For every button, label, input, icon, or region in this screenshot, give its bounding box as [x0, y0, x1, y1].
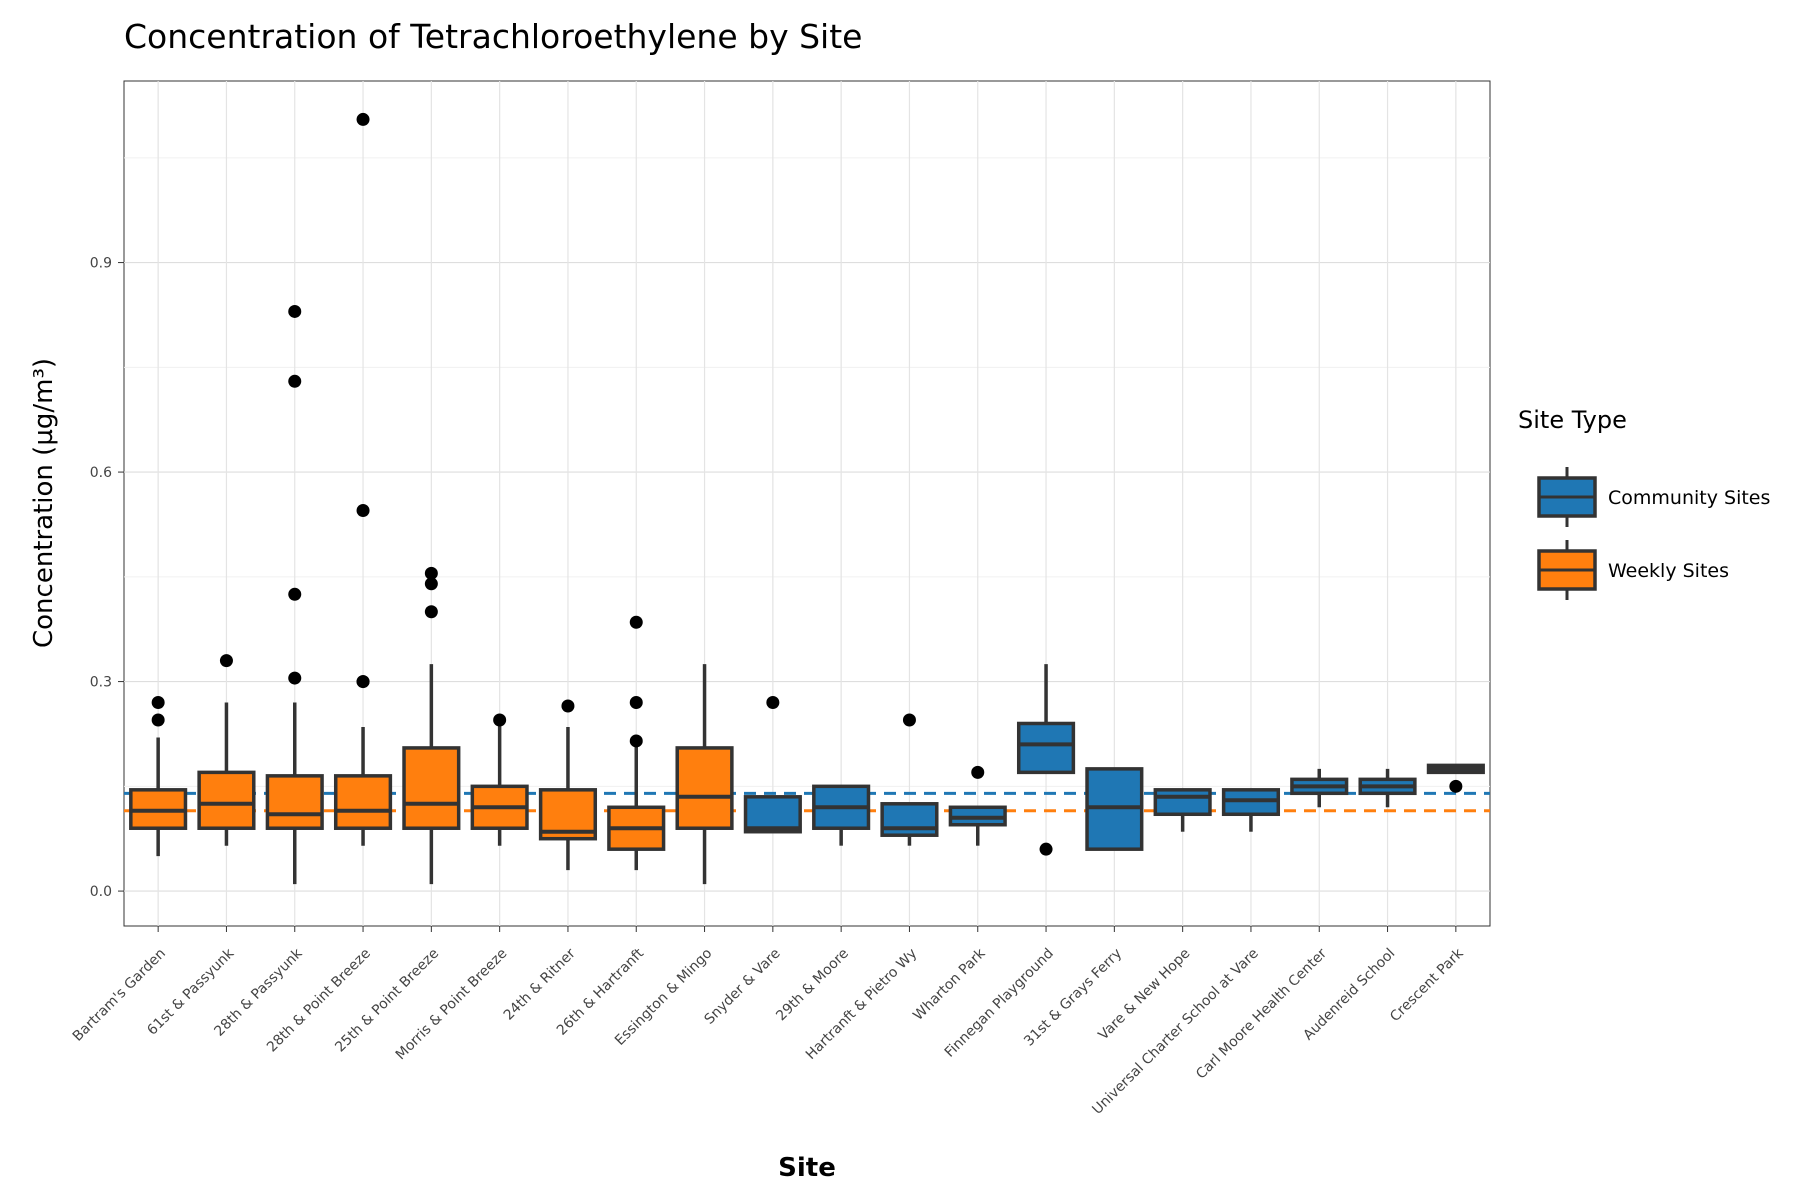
y-tick-label: 0.6	[90, 465, 112, 481]
box-19	[1426, 763, 1485, 793]
y-axis-label: Concentration (µg/m³)	[29, 358, 59, 648]
box-body	[265, 774, 324, 830]
outlier-point	[219, 654, 233, 668]
box-2	[265, 304, 324, 885]
outlier-point	[971, 765, 985, 779]
outlier-point	[493, 713, 507, 727]
box-15	[1153, 788, 1212, 832]
legend-item-0: Community Sites	[1537, 467, 1770, 527]
x-tick-label: 24th & Ritner	[501, 945, 579, 1023]
box-body	[1016, 721, 1076, 775]
box-body	[197, 770, 256, 830]
outlier-point	[424, 605, 438, 619]
outlier-point	[629, 696, 643, 710]
outlier-point	[1449, 779, 1463, 793]
box-17	[1290, 768, 1349, 808]
box-10	[812, 784, 871, 846]
chart-title: Concentration of Tetrachloroethylene by …	[124, 17, 862, 56]
box-body	[880, 802, 939, 837]
box-9	[743, 696, 802, 834]
outlier-point	[561, 699, 575, 713]
plot-panel	[123, 80, 1491, 927]
box-16	[1221, 788, 1281, 832]
legend: Community Sites Weekly Sites	[1537, 467, 1770, 600]
boxes	[129, 112, 1485, 885]
box-body	[333, 774, 393, 830]
y-axis-ticks: 0.0 0.3 0.6 0.9	[90, 256, 124, 900]
box-1	[197, 654, 256, 846]
x-tick-label: Crescent Park	[1387, 945, 1467, 1025]
x-tick-label: Morris & Point Breeze	[393, 946, 511, 1064]
legend-label: Community Sites	[1608, 487, 1770, 509]
legend-label: Weekly Sites	[1608, 560, 1729, 582]
box-7	[607, 615, 666, 871]
box-11	[880, 713, 939, 846]
outlier-point	[629, 615, 643, 629]
outlier-point	[424, 566, 438, 580]
box-body	[402, 746, 461, 830]
box-14	[1085, 767, 1144, 851]
x-axis-label: Site	[778, 1153, 836, 1183]
outlier-point	[766, 696, 780, 710]
outlier-point	[356, 112, 370, 126]
outlier-point	[288, 671, 302, 685]
x-tick-label: Carl Moore Health Center	[1193, 945, 1330, 1082]
box-body	[675, 746, 734, 830]
box-body	[1153, 788, 1212, 817]
x-tick-label: 29th & Moore	[773, 946, 852, 1025]
outlier-point	[151, 713, 165, 727]
outlier-point	[1039, 842, 1053, 856]
outlier-point	[356, 675, 370, 689]
legend-title: Site Type	[1518, 406, 1627, 434]
outlier-point	[151, 696, 165, 710]
box-5	[470, 713, 529, 846]
x-tick-label: Hartranft & Pietro Wy	[803, 946, 920, 1063]
box-12	[948, 765, 1007, 846]
outlier-point	[902, 713, 916, 727]
box-0	[129, 696, 188, 857]
y-tick-label: 0.0	[90, 884, 112, 900]
outlier-point	[288, 374, 302, 388]
x-tick-label: Wharton Park	[910, 945, 989, 1024]
box-6	[538, 699, 598, 871]
outlier-point	[288, 304, 302, 318]
box-body	[743, 795, 802, 834]
outlier-point	[629, 734, 643, 748]
y-tick-label: 0.3	[90, 675, 112, 691]
box-18	[1358, 768, 1417, 808]
box-13	[1016, 664, 1076, 856]
box-8	[675, 664, 734, 885]
box-3	[333, 112, 393, 846]
legend-item-1: Weekly Sites	[1537, 540, 1729, 600]
box-4	[402, 566, 461, 885]
outlier-point	[424, 577, 438, 591]
outlier-point	[356, 503, 370, 517]
y-tick-label: 0.9	[90, 256, 112, 272]
outlier-point	[288, 587, 302, 601]
